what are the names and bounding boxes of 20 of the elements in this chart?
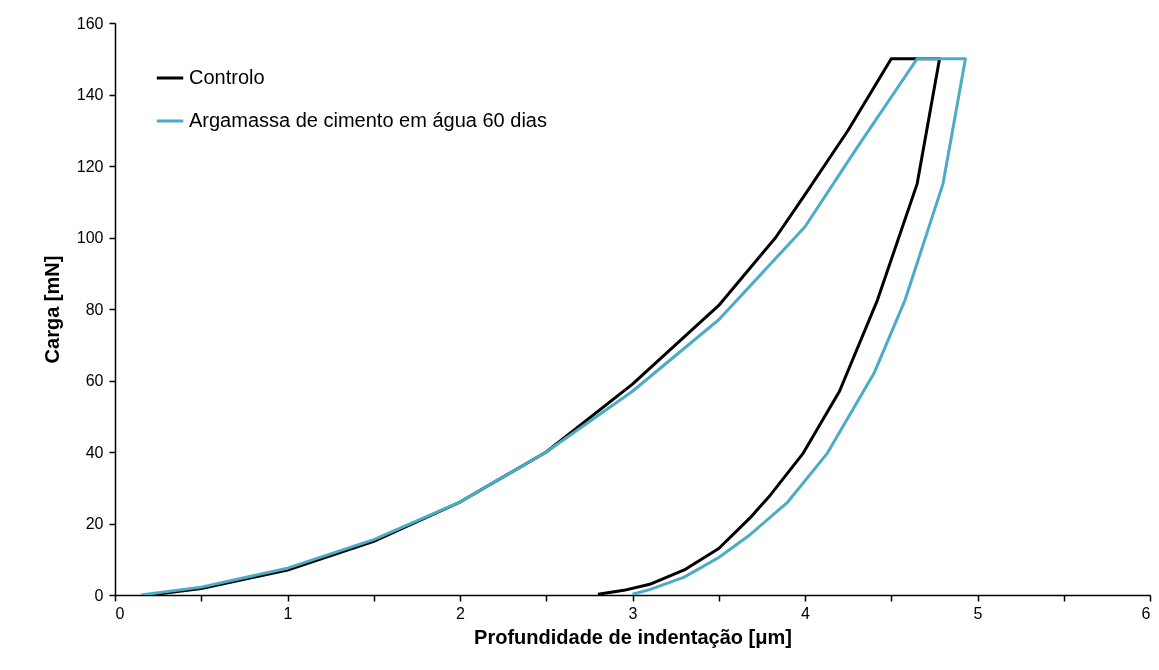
legend-label: Argamassa de cimento em água 60 dias: [189, 109, 547, 131]
y-tick-label: 120: [76, 157, 104, 175]
x-tick-label: 2: [456, 604, 466, 622]
x-tick-label: 6: [1141, 604, 1151, 622]
y-tick-label: 140: [76, 86, 104, 103]
y-tick-label: 40: [85, 443, 104, 461]
y-tick-label: 80: [85, 300, 104, 318]
legend-label: Controlo: [189, 66, 265, 88]
x-tick-label: 5: [973, 604, 983, 622]
y-tick-label: 0: [94, 586, 104, 604]
x-tick-label: 1: [283, 604, 293, 622]
x-tick-label: 3: [628, 604, 638, 622]
x-tick-label: 0: [115, 604, 125, 622]
y-axis-title: Carga [mN]: [40, 255, 63, 364]
x-tick-label: 4: [801, 604, 811, 622]
x-axis-title: Profundidade de indentação [μm]: [474, 625, 792, 648]
y-tick-label: 160: [76, 14, 104, 32]
y-tick-label: 60: [85, 372, 104, 389]
y-tick-label: 100: [76, 229, 104, 246]
y-tick-label: 20: [85, 515, 104, 532]
